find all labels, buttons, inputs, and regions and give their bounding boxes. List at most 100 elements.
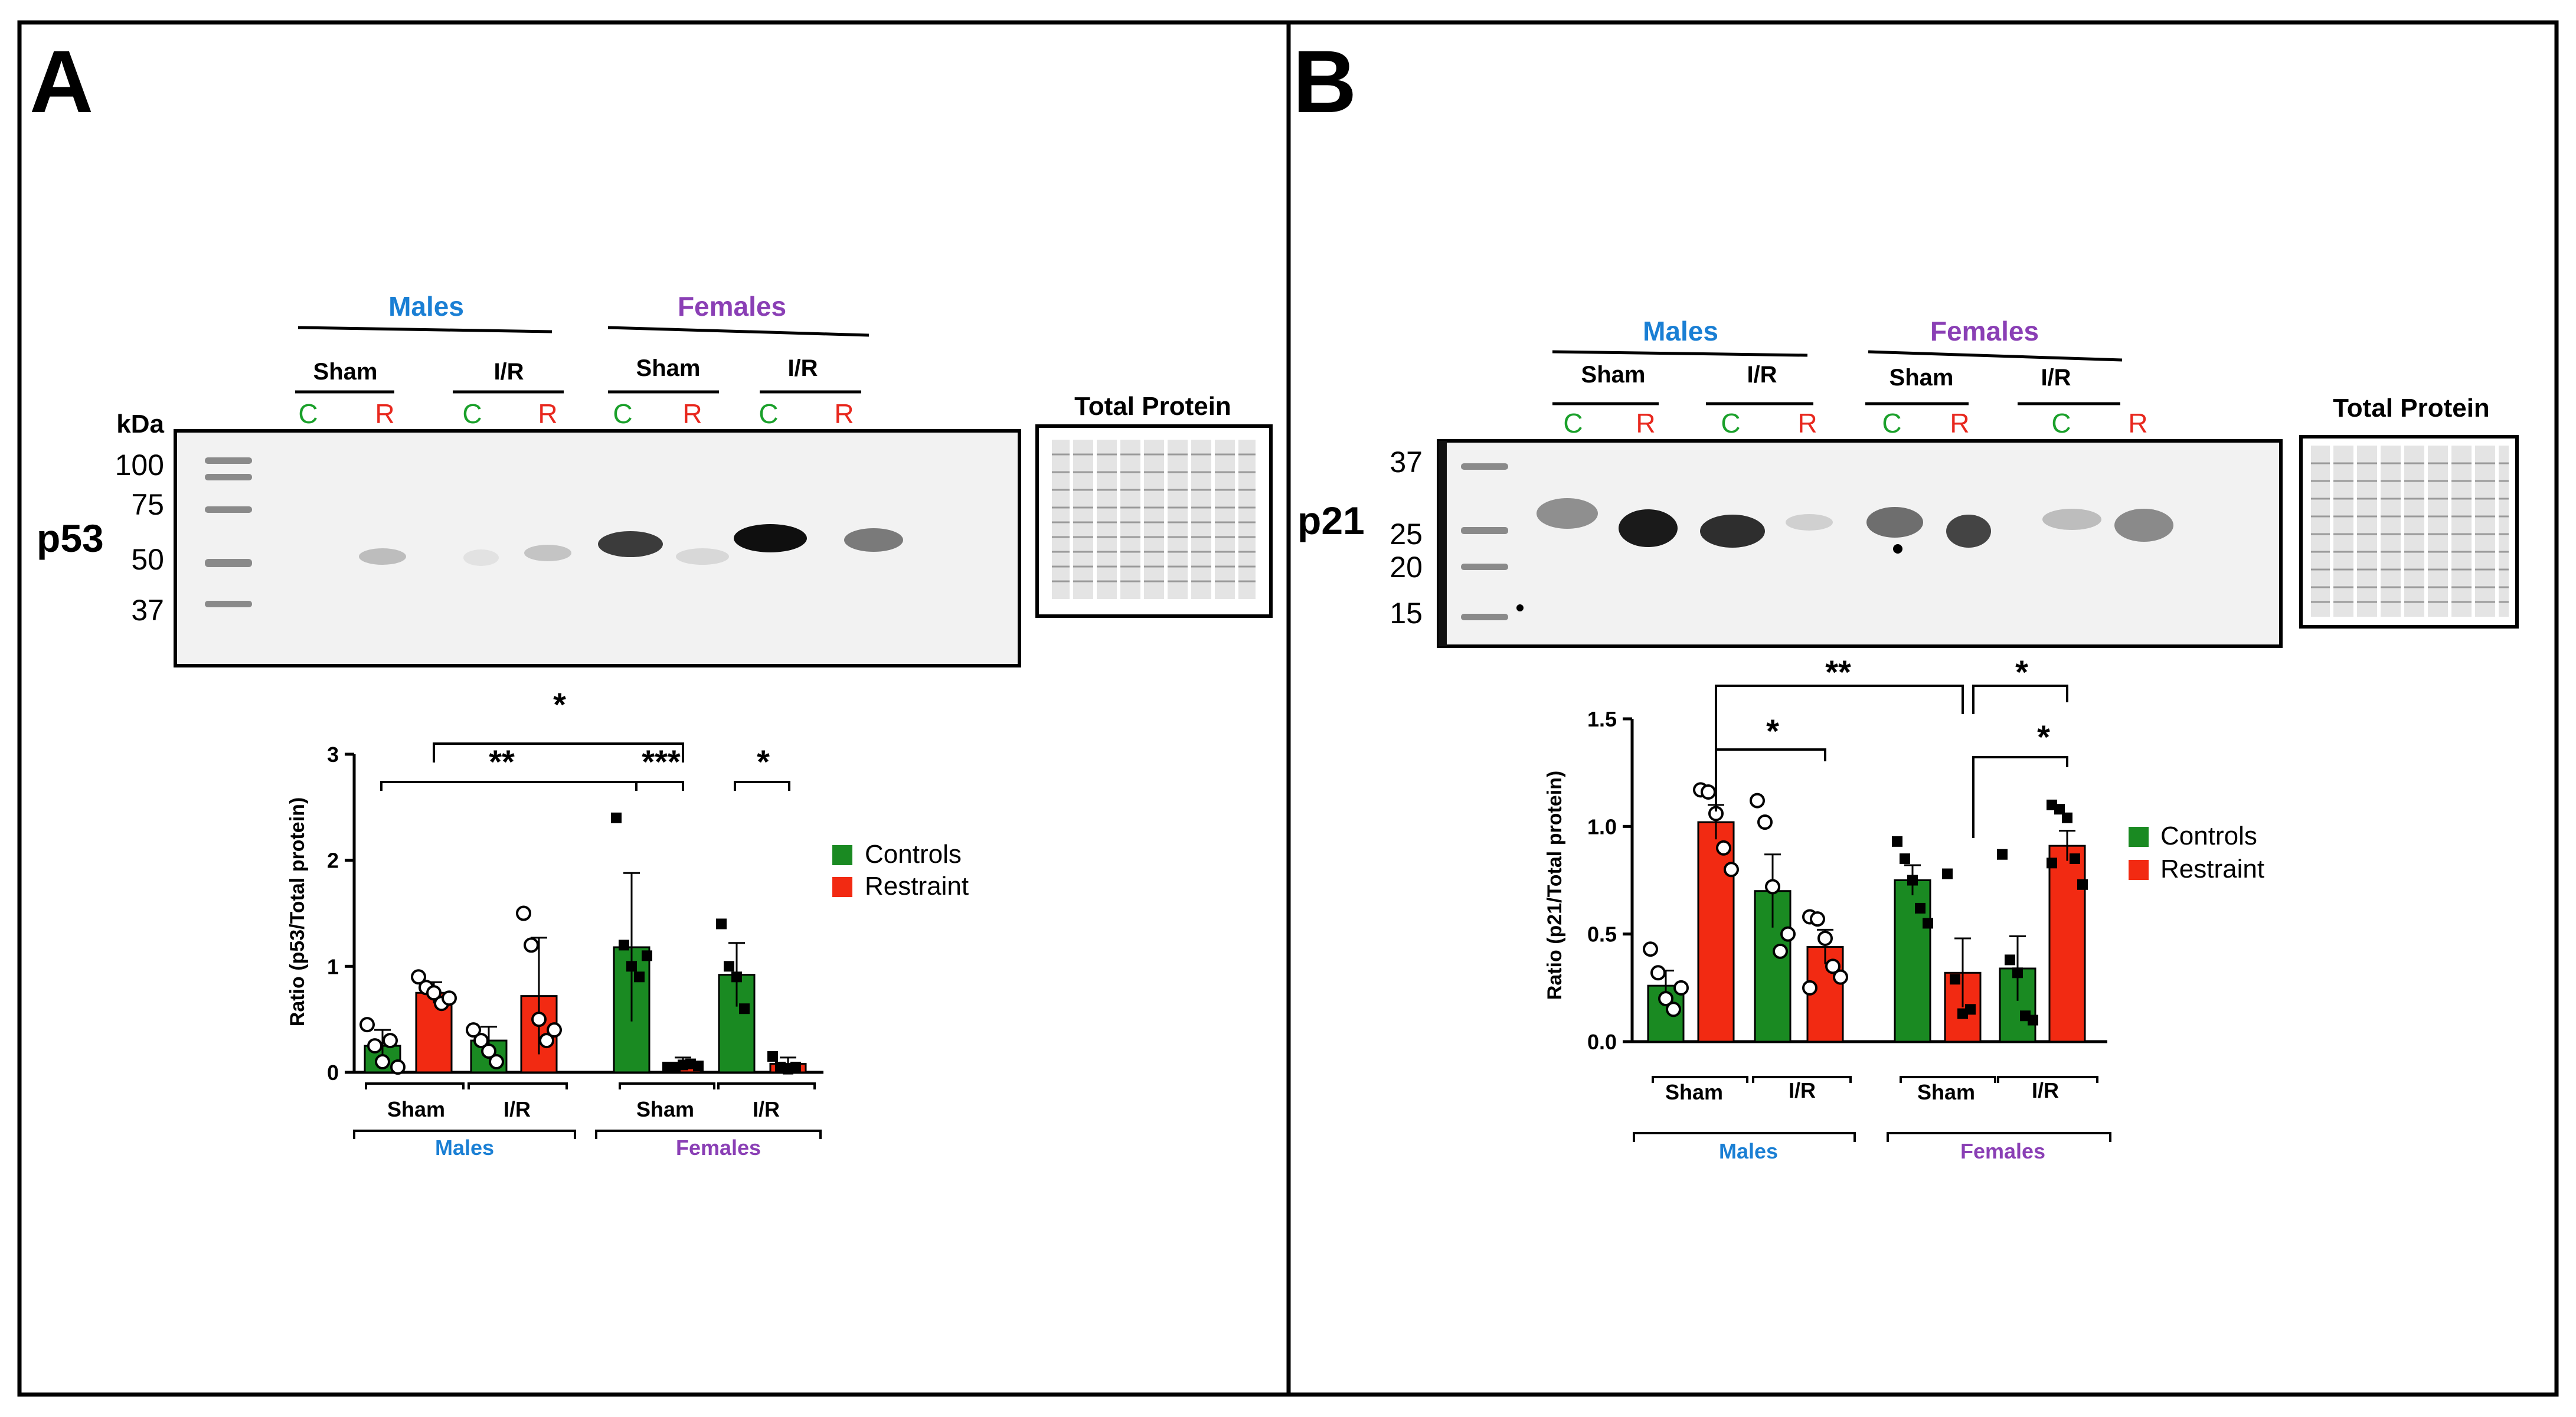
a-y-axis-title: Ratio (p53/Total protein) [286, 797, 309, 1026]
b-ladder-25: 25 [1390, 518, 1423, 551]
a-point [443, 991, 456, 1004]
b-bar [2049, 846, 2085, 1042]
b-point [1751, 794, 1764, 807]
a-point [548, 1023, 561, 1036]
b-y-tick-label: 1.5 [1587, 707, 1617, 731]
b-point [1644, 943, 1657, 955]
a-lane-4: R [538, 398, 557, 429]
b-sig-3: * [2015, 653, 2028, 690]
b-legend-restraint: Restraint [2160, 855, 2264, 883]
a-ladder-75: 75 [131, 488, 164, 521]
b-point [1819, 932, 1832, 945]
panel-a-letter: A [30, 32, 93, 131]
a-point [376, 1055, 389, 1068]
b-ladder-37: 37 [1390, 446, 1423, 479]
a-point [642, 950, 652, 961]
a-point [611, 813, 622, 823]
a-point [391, 1061, 404, 1074]
a-total-protein-image [1037, 426, 1271, 616]
b-legend-restraint-swatch [2129, 860, 2149, 880]
b-bar [1698, 822, 1734, 1042]
a-sig-2: ** [489, 743, 515, 780]
a-point [384, 1034, 397, 1047]
b-point [1702, 786, 1715, 799]
b-x-sham-females: Sham [1917, 1080, 1975, 1104]
b-total-protein-image [2301, 437, 2517, 627]
a-x-ir-males: I/R [504, 1097, 531, 1121]
a-females-label: Females [678, 291, 786, 322]
b-point [1717, 842, 1730, 855]
a-y-tick-label: 0 [327, 1061, 339, 1085]
a-blot-image [175, 431, 1019, 666]
b-x-males: Males [1719, 1139, 1778, 1163]
a-x-females: Females [676, 1135, 761, 1160]
b-lane-8: R [2128, 408, 2147, 438]
b-x-ir-males: I/R [1789, 1078, 1816, 1102]
a-lane-7: C [759, 398, 778, 429]
a-x-males: Males [435, 1135, 494, 1160]
a-point [368, 1039, 381, 1052]
a-lane-3: C [462, 398, 482, 429]
b-point [1811, 912, 1824, 925]
a-male-sham-label: Sham [313, 359, 378, 385]
a-point [731, 971, 742, 982]
a-legend-restraint-swatch [832, 877, 852, 897]
a-sig-4: * [757, 743, 770, 780]
b-lane-3: C [1721, 408, 1740, 438]
b-point [1758, 816, 1771, 829]
b-legend-controls: Controls [2160, 822, 2257, 850]
a-legend-controls: Controls [865, 840, 962, 869]
b-x-sham-males: Sham [1665, 1080, 1723, 1104]
a-female-ir-label: I/R [787, 355, 818, 381]
panel-b-letter: B [1293, 32, 1356, 131]
a-x-sham-males: Sham [387, 1097, 445, 1121]
a-lane-1: C [298, 398, 318, 429]
b-point [1667, 1003, 1680, 1016]
a-point [767, 1051, 778, 1062]
b-y-tick-label: 0.5 [1587, 922, 1617, 947]
b-point [1774, 945, 1787, 958]
b-point [1915, 903, 1926, 914]
a-ladder-37: 37 [131, 594, 164, 627]
b-lane-5: C [1882, 408, 1901, 438]
b-protein-label: p21 [1297, 499, 1365, 542]
b-lane-6: R [1950, 408, 1969, 438]
a-point [626, 961, 637, 971]
b-y-tick-label: 1.0 [1587, 814, 1617, 839]
a-point [634, 971, 645, 982]
a-male-ir-label: I/R [493, 359, 524, 385]
a-point [693, 1061, 704, 1071]
b-point [1907, 875, 1918, 886]
a-y-tick-label: 1 [327, 954, 339, 979]
b-males-label: Males [1643, 316, 1718, 346]
b-point [1900, 853, 1910, 864]
b-point [2005, 954, 2015, 965]
a-y-tick-label: 2 [327, 849, 339, 873]
a-sig-3: *** [642, 743, 681, 780]
b-point [2047, 858, 2057, 868]
b-lane-4: R [1797, 408, 1817, 438]
b-male-ir-label: I/R [1747, 362, 1777, 388]
b-x-females: Females [1960, 1139, 2045, 1163]
b-point [2012, 967, 2023, 978]
b-point [1781, 928, 1794, 941]
b-point [2028, 1015, 2038, 1026]
b-total-protein-label: Total Protein [2333, 394, 2490, 423]
a-point [525, 938, 538, 951]
b-lane-2: R [1636, 408, 1655, 438]
a-point [517, 907, 530, 920]
b-lane-1: C [1563, 408, 1583, 438]
a-point [619, 940, 629, 950]
b-point [1892, 836, 1902, 847]
b-point [1942, 869, 1953, 879]
b-sig-2: * [1766, 712, 1779, 750]
a-protein-label: p53 [37, 516, 104, 560]
b-point [1766, 880, 1779, 893]
b-point [1950, 974, 1960, 984]
b-female-sham-label: Sham [1889, 365, 1954, 391]
b-point [1803, 981, 1816, 994]
a-point [490, 1055, 503, 1068]
a-x-sham-females: Sham [636, 1097, 694, 1121]
b-point [1834, 971, 1847, 984]
